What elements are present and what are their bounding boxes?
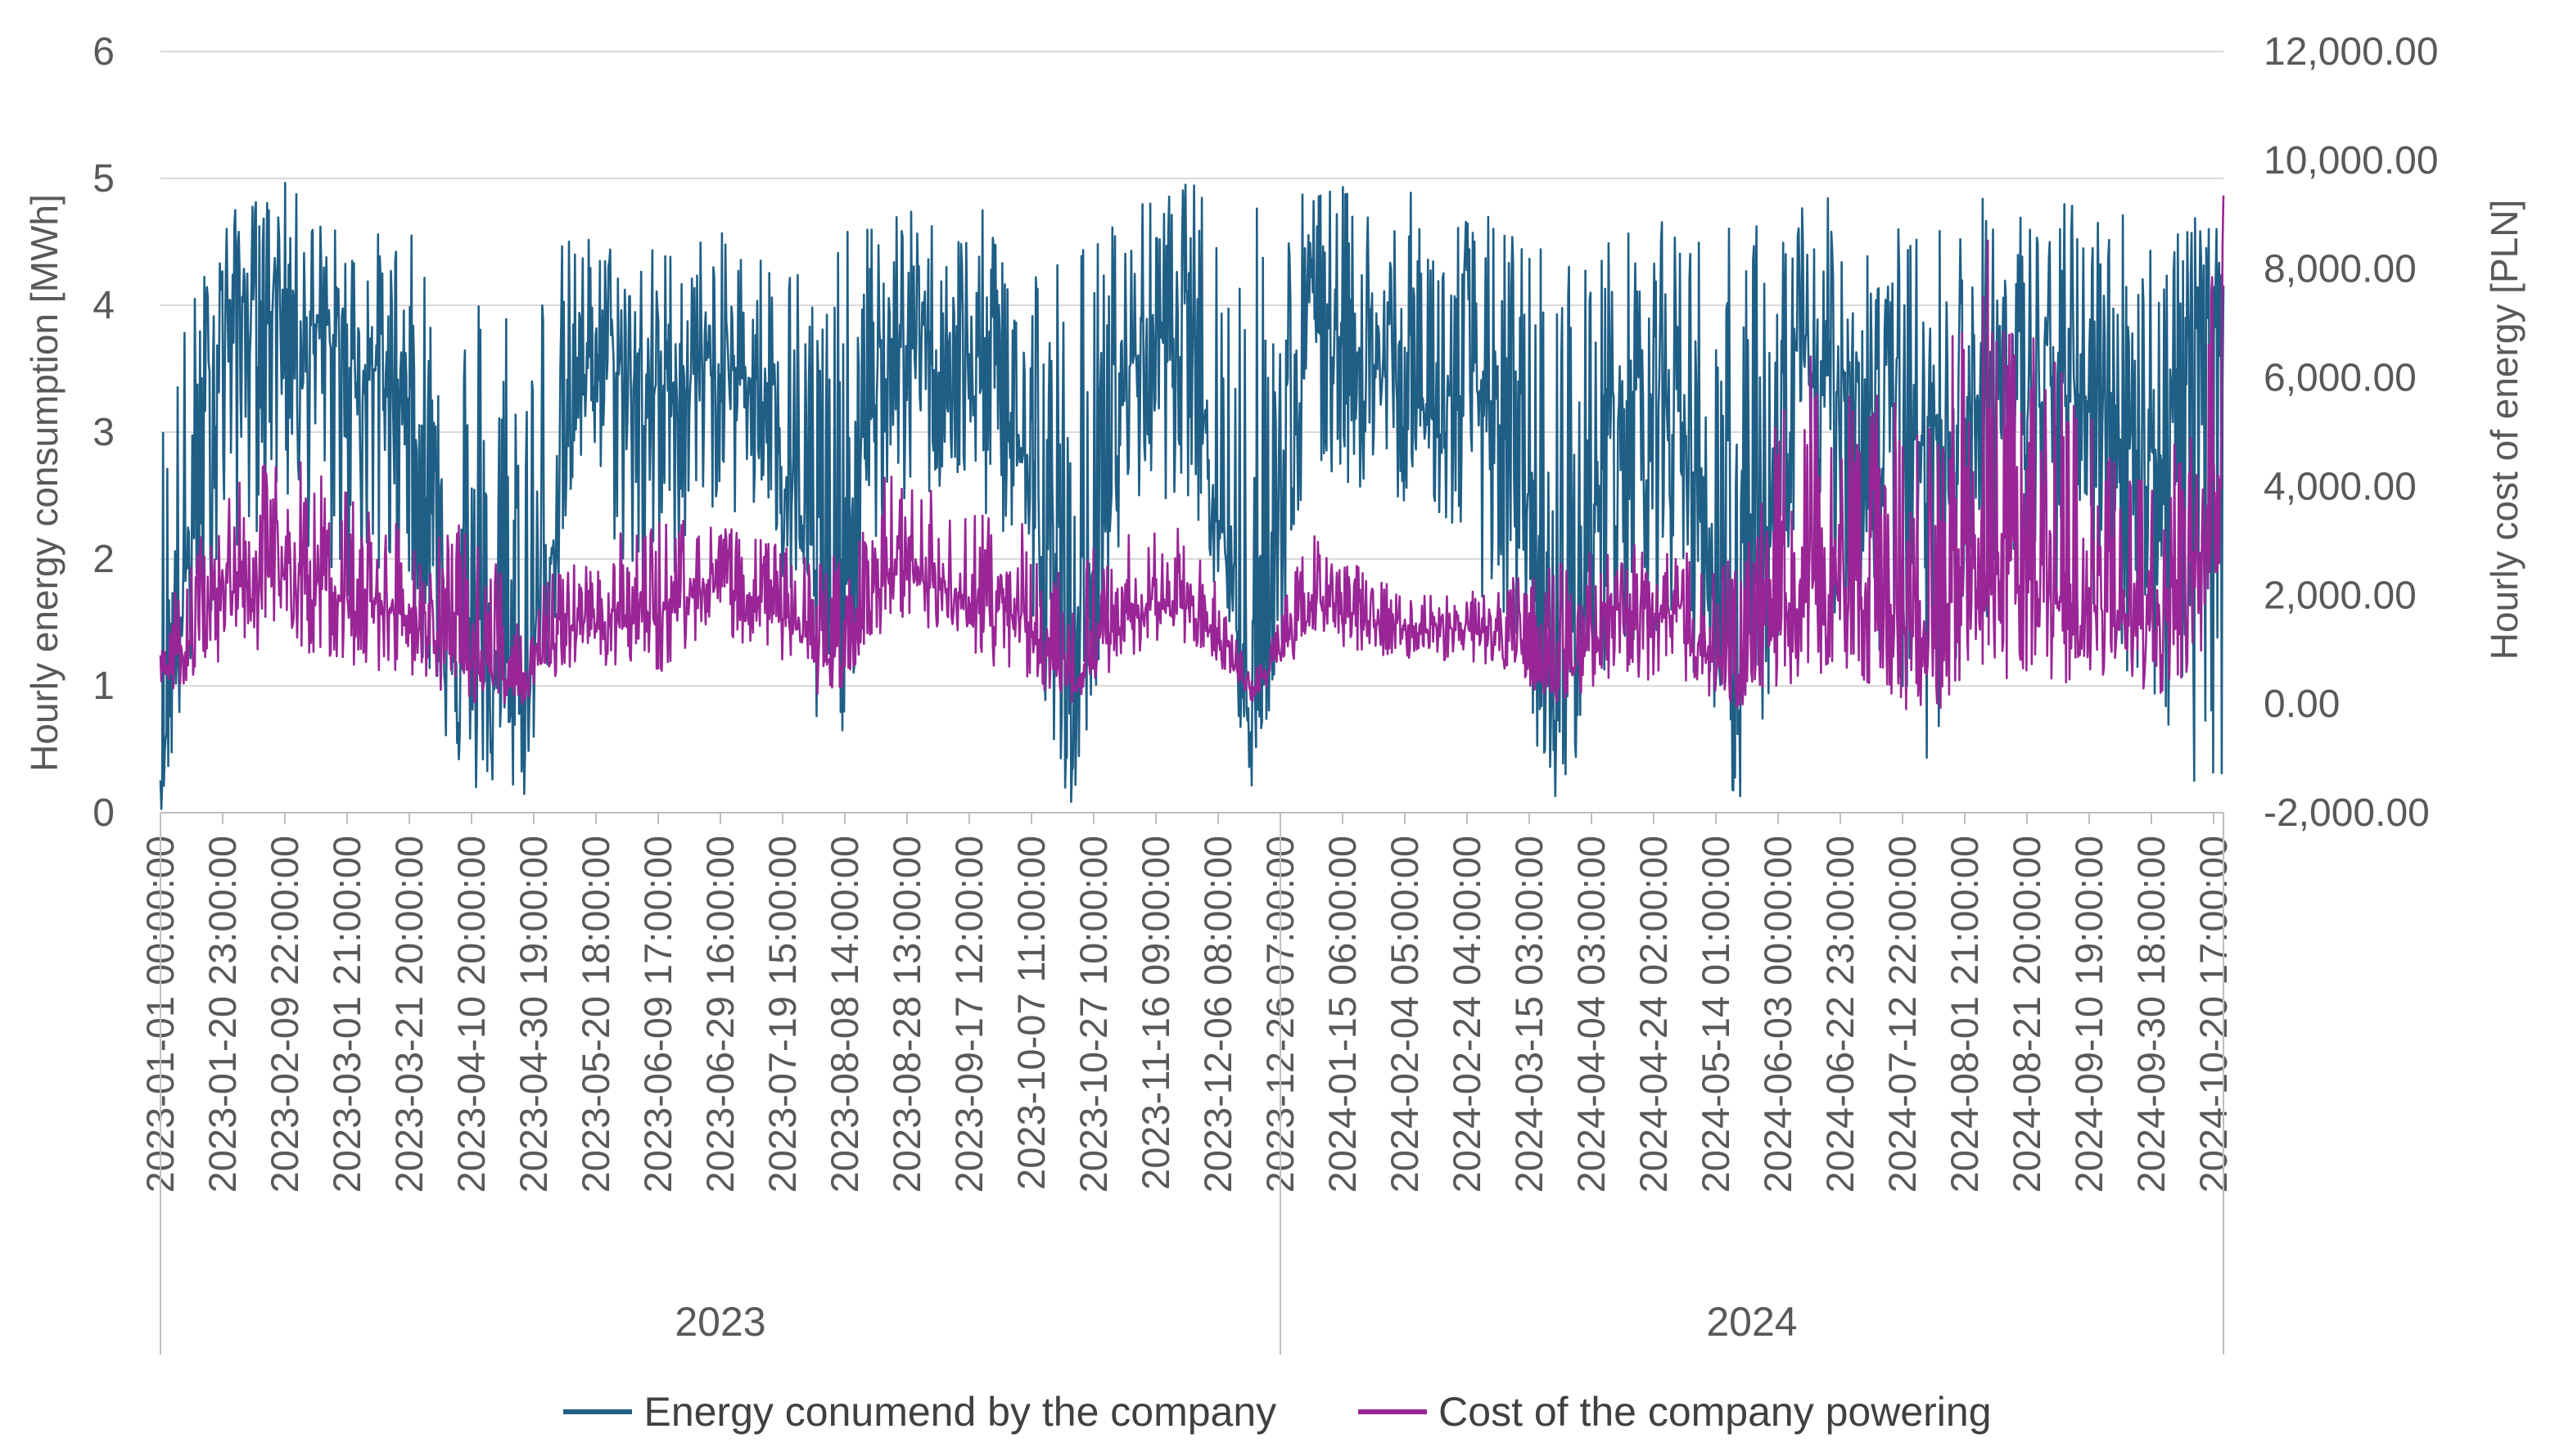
series-line-cost	[159, 195, 2225, 710]
year-group-label-2024: 2024	[1706, 1299, 1797, 1345]
right-tick-label: 0.00	[2264, 683, 2340, 726]
x-tick-label: 2023-12-06 08:00:00	[1196, 836, 1239, 1192]
x-tick-label: 2023-03-01 21:00:00	[325, 836, 368, 1192]
legend-swatch-energy	[563, 1409, 633, 1414]
left-tick-label: 4	[93, 284, 115, 327]
x-tick-label: 2023-09-17 12:00:00	[947, 836, 991, 1192]
legend-item-cost[interactable]: Cost of the company powering	[1358, 1388, 1992, 1436]
x-tick-label: 2024-08-21 20:00:00	[2005, 836, 2048, 1192]
year-group-label-2023: 2023	[675, 1299, 765, 1345]
x-tick-label: 2023-11-16 09:00:00	[1134, 836, 1177, 1190]
x-tick-label: 2023-01-20 23:00:00	[201, 836, 244, 1192]
left-tick-label: 1	[93, 665, 115, 708]
x-tick-label: 2023-10-07 11:00:00	[1009, 836, 1053, 1190]
left-tick-label: 5	[93, 157, 115, 201]
x-tick-label: 2024-08-01 21:00:00	[1943, 836, 1986, 1192]
series-line-energy	[159, 182, 2225, 810]
right-tick-label: 8,000.00	[2264, 248, 2417, 291]
right-tick-label: 10,000.00	[2264, 139, 2439, 183]
x-tick-label: 2023-07-19 15:00:00	[761, 836, 804, 1192]
x-tick-label: 2023-03-21 20:00:00	[387, 836, 431, 1192]
x-tick-label: 2024-04-24 02:00:00	[1632, 836, 1675, 1192]
left-axis-ticks: 0 1 2 3 4 5 6	[93, 30, 115, 835]
x-tick-label: 2023-08-28 13:00:00	[885, 836, 928, 1192]
x-axis-year-groups: 2023 2024	[160, 813, 2224, 1355]
right-axis-label: Hourly cost of energy [PLN]	[2483, 200, 2526, 660]
x-tick-label: 2023-05-20 18:00:00	[574, 836, 617, 1192]
x-tick-label: 2024-03-15 03:00:00	[1507, 836, 1551, 1192]
x-tick-label: 2023-06-29 16:00:00	[698, 836, 742, 1192]
legend-swatch-cost	[1358, 1409, 1428, 1414]
x-tick-label: 2024-09-10 19:00:00	[2067, 836, 2110, 1192]
right-tick-label: 6,000.00	[2264, 357, 2417, 400]
x-tick-label: 2023-10-27 10:00:00	[1072, 836, 1115, 1192]
x-tick-label: 2023-04-30 19:00:00	[512, 836, 555, 1192]
x-tick-label: 2024-07-12 22:00:00	[1880, 836, 1924, 1192]
series-cost-line	[159, 195, 2225, 710]
right-tick-label: 2,000.00	[2264, 574, 2417, 617]
x-tick-label: 2024-09-30 18:00:00	[2129, 836, 2173, 1192]
series-energy-line	[159, 182, 2225, 810]
left-tick-label: 0	[93, 791, 115, 835]
left-axis-label: Hourly energy consumption [MWh]	[23, 194, 65, 772]
x-tick-label: 2023-08-08 14:00:00	[823, 836, 866, 1192]
x-tick-label: 2024-02-04 05:00:00	[1383, 836, 1426, 1192]
x-tick-label: 2024-10-20 17:00:00	[2192, 836, 2235, 1192]
x-tick-label: 2024-05-14 01:00:00	[1694, 836, 1737, 1192]
legend-label-cost: Cost of the company powering	[1438, 1389, 1992, 1435]
x-tick-label: 2024-02-24 04:00:00	[1445, 836, 1488, 1192]
x-tick-label: 2024-01-15 06:00:00	[1320, 836, 1364, 1192]
left-tick-label: 3	[93, 411, 115, 454]
x-tick-label: 2024-06-03 00:00:00	[1756, 836, 1799, 1192]
x-tick-label: 2024-04-04 03:00:00	[1569, 836, 1613, 1192]
x-tick-label: 2023-02-09 22:00:00	[263, 836, 306, 1192]
legend-label-energy: Energy conumend by the company	[643, 1389, 1277, 1435]
left-tick-label: 2	[93, 538, 115, 581]
x-tick-label: 2024-06-22 23:00:00	[1818, 836, 1862, 1192]
x-tick-label: 2023-04-10 20:00:00	[449, 836, 493, 1192]
legend-item-energy[interactable]: Energy conumend by the company	[563, 1388, 1276, 1436]
right-tick-label: -2,000.00	[2264, 791, 2430, 835]
legend: Energy conumend by the company Cost of t…	[0, 1383, 2555, 1440]
right-axis-ticks: -2,000.00 0.00 2,000.00 4,000.00 6,000.00 8,0…	[2264, 30, 2439, 835]
left-tick-label: 6	[93, 30, 115, 74]
right-tick-label: 4,000.00	[2264, 465, 2417, 508]
x-tick-label: 2023-06-09 17:00:00	[636, 836, 679, 1192]
x-axis-ticks: 2023-01-01 00:00:00 2023-01-20 23:00:00 20…	[138, 813, 2235, 1192]
right-tick-label: 12,000.00	[2264, 30, 2439, 74]
